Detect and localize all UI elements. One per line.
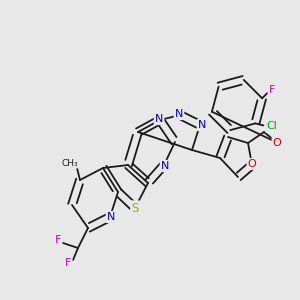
Text: N: N — [198, 120, 206, 130]
Text: F: F — [65, 258, 71, 268]
Text: N: N — [155, 114, 163, 124]
Text: F: F — [55, 235, 61, 245]
Text: N: N — [161, 161, 169, 171]
Text: F: F — [269, 85, 275, 95]
Text: CH₃: CH₃ — [62, 158, 78, 167]
Text: O: O — [248, 159, 256, 169]
Text: O: O — [273, 138, 281, 148]
Text: N: N — [107, 212, 115, 222]
Text: Cl: Cl — [266, 122, 277, 131]
Text: S: S — [131, 202, 139, 214]
Text: N: N — [175, 109, 183, 119]
